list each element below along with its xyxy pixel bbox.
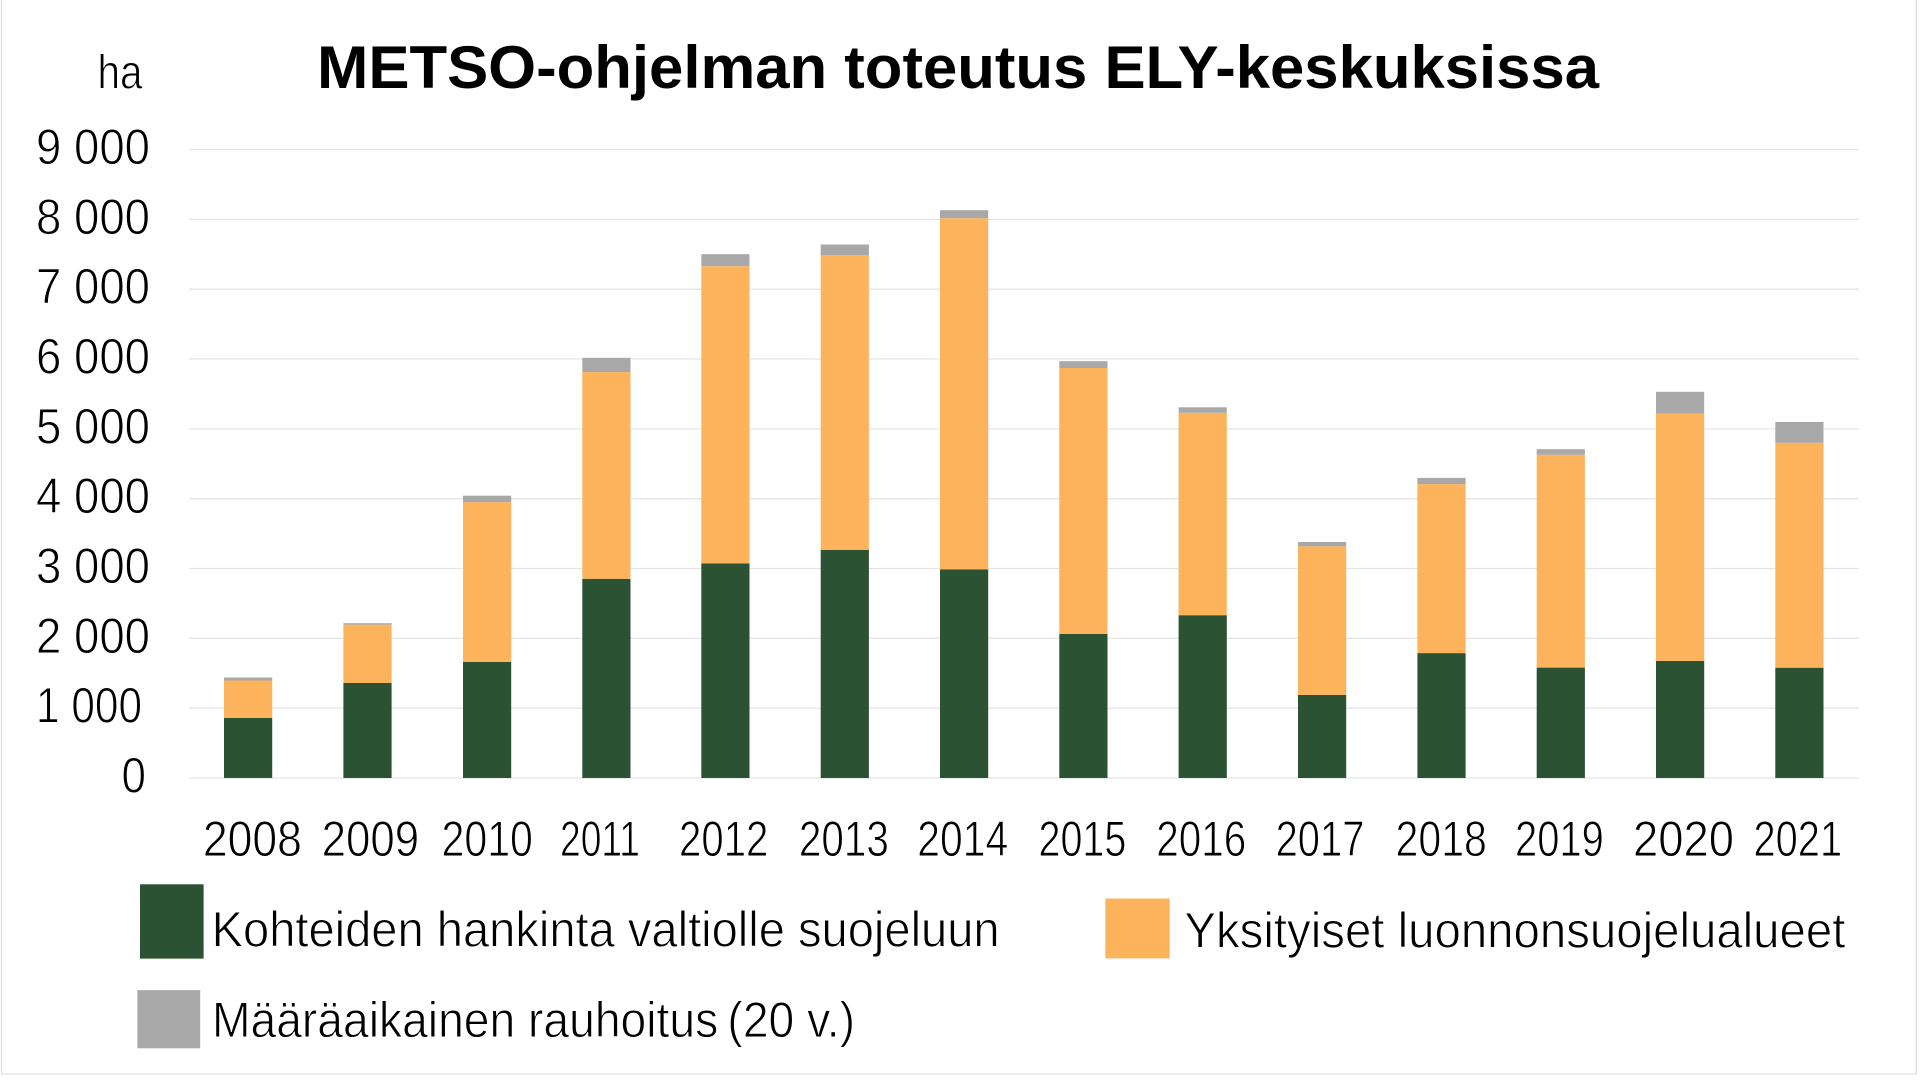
svg-text:Määräaikainen rauhoitus (20 v.: Määräaikainen rauhoitus (20 v.)	[212, 992, 855, 1048]
svg-text:4 000: 4 000	[36, 468, 150, 524]
svg-text:2012: 2012	[679, 811, 768, 867]
svg-text:9 000: 9 000	[36, 119, 150, 175]
svg-text:7 000: 7 000	[36, 259, 150, 315]
svg-text:METSO-ohjelman toteutus ELY-ke: METSO-ohjelman toteutus ELY-keskuksissa	[317, 34, 1600, 101]
svg-text:2016: 2016	[1156, 811, 1246, 867]
svg-text:2 000: 2 000	[36, 608, 150, 664]
svg-text:5 000: 5 000	[36, 398, 150, 454]
svg-text:2017: 2017	[1276, 811, 1365, 867]
svg-text:2015: 2015	[1039, 811, 1127, 867]
svg-text:1 000: 1 000	[36, 678, 142, 734]
svg-text:2020: 2020	[1633, 811, 1734, 867]
svg-text:3 000: 3 000	[36, 538, 150, 594]
svg-text:Kohteiden hankinta valtiolle s: Kohteiden hankinta valtiolle suojeluun	[212, 902, 1000, 958]
svg-text:0: 0	[122, 748, 147, 804]
svg-text:2008: 2008	[203, 811, 302, 867]
svg-text:8 000: 8 000	[36, 189, 150, 245]
svg-text:2010: 2010	[442, 811, 533, 867]
svg-text:2021: 2021	[1754, 811, 1843, 867]
svg-text:Yksityiset luonnonsuojelualuee: Yksityiset luonnonsuojelualueet	[1184, 903, 1845, 959]
svg-text:2019: 2019	[1515, 811, 1604, 867]
svg-text:2018: 2018	[1396, 811, 1487, 867]
svg-text:ha: ha	[98, 47, 143, 100]
svg-text:2014: 2014	[917, 811, 1008, 867]
svg-text:2011: 2011	[560, 811, 640, 867]
svg-text:2009: 2009	[322, 811, 420, 867]
svg-text:2013: 2013	[799, 811, 889, 867]
svg-text:6 000: 6 000	[36, 329, 150, 385]
